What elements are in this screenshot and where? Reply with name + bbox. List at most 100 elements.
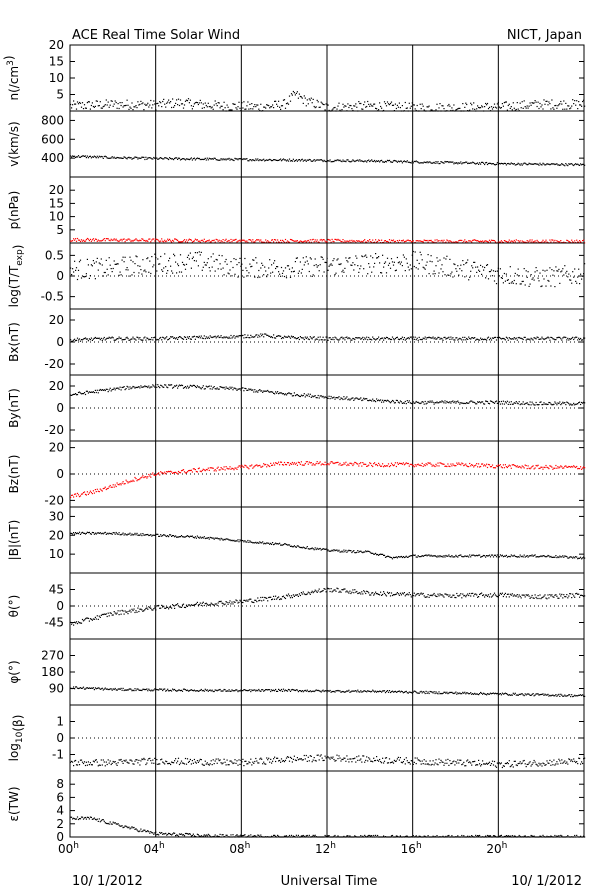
data-point [190,604,192,606]
data-point [331,109,333,111]
data-point [356,590,358,593]
data-point [375,107,377,109]
data-point [104,240,106,242]
data-point [495,556,498,558]
data-point [93,492,95,494]
data-point [289,545,292,547]
data-point [486,400,488,402]
data-point [363,339,365,341]
data-point [383,591,385,593]
data-point [91,239,93,241]
data-point [155,474,157,476]
data-point [98,389,100,391]
data-point [358,101,360,103]
data-point [71,494,73,496]
data-point [90,618,92,620]
data-point [559,466,561,468]
data-point [333,462,335,465]
data-point [402,239,404,241]
data-point [459,554,461,556]
y-tick-label: 0.5 [45,248,64,262]
data-point [198,467,200,469]
data-point [334,106,336,109]
data-point [271,160,273,162]
data-point [70,621,72,623]
data-point [544,338,546,340]
data-point [319,239,321,241]
data-point [109,484,111,487]
data-point [209,604,211,606]
data-point [451,401,453,403]
data-point [443,463,445,465]
data-point [490,163,493,165]
data-point [383,337,386,339]
data-point [545,239,547,241]
data-point [539,467,541,469]
data-point [229,159,231,161]
data-point [484,163,486,166]
data-point [146,337,148,339]
data-point [398,556,400,558]
data-point [559,336,561,339]
data-point [203,388,205,390]
data-point [250,266,252,268]
data-point [139,478,141,480]
data-point [583,595,585,597]
data-point [422,592,424,595]
data-point [317,241,319,243]
data-point [144,158,146,161]
data-point [368,103,370,105]
data-point [298,338,300,341]
data-point [237,276,239,278]
data-point [291,94,293,96]
data-point [74,260,76,262]
data-point [455,465,457,467]
data-point [188,386,190,388]
data-point [389,595,392,597]
data-point [264,333,266,335]
data-point [245,600,247,602]
data-point [117,483,119,486]
data-point [548,555,550,557]
data-point [230,158,232,160]
data-point [156,103,158,105]
data-point [276,462,278,464]
data-point [210,241,212,243]
data-point [82,620,85,622]
data-point [348,106,350,109]
data-point [317,548,319,550]
data-point [179,606,182,608]
data-point [253,241,255,243]
data-point [457,265,459,267]
data-point [527,163,529,166]
data-point [254,336,256,338]
data-point [169,257,171,259]
data-point [445,161,447,163]
data-point [551,163,553,165]
data-point [205,240,207,242]
data-point [112,688,114,690]
data-point [179,99,182,101]
data-point [560,164,562,166]
data-point [150,241,152,243]
data-point [220,335,222,337]
data-point [293,337,295,339]
data-point [557,336,559,339]
data-point [97,490,99,492]
data-point [239,335,241,337]
data-point [268,105,270,107]
data-point [495,339,498,341]
data-point [84,107,87,109]
data-point [548,163,550,165]
data-point [312,336,314,338]
data-point [281,272,284,274]
data-point [337,238,339,240]
data-point [149,689,151,691]
data-point [116,107,118,109]
data-point [130,534,132,536]
data-point [135,534,137,536]
data-point [141,609,143,611]
data-point [370,462,372,465]
data-point [193,384,195,387]
